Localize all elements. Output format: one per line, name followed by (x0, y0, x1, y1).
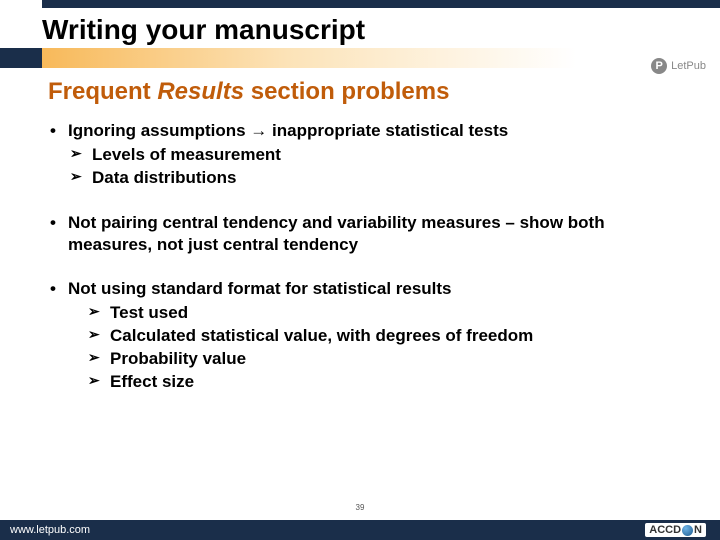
logo-p-icon: P (651, 58, 667, 74)
bullet-item: Ignoring assumptions → inappropriate sta… (48, 120, 680, 190)
section-title-em: Results (157, 78, 244, 105)
page-number: 39 (356, 503, 365, 512)
bullet-text: Ignoring assumptions → inappropriate sta… (68, 121, 508, 140)
bullet-item: Not pairing central tendency and variabi… (48, 212, 680, 256)
section-title-prefix: Frequent (48, 78, 157, 105)
bullet-text: Not using standard format for statistica… (68, 279, 452, 298)
sub-item: Calculated statistical value, with degre… (86, 325, 680, 348)
sub-item: Effect size (86, 371, 680, 394)
globe-icon (682, 525, 693, 536)
letpub-logo: P LetPub (651, 58, 706, 74)
bullet-text: Not pairing central tendency and variabi… (68, 213, 605, 254)
accdon-logo: ACCD N (645, 523, 706, 537)
sub-list: Test used Calculated statistical value, … (68, 302, 680, 394)
top-bar (42, 0, 720, 10)
sub-list: Levels of measurement Data distributions (68, 144, 680, 190)
brand-post: N (694, 524, 702, 536)
bullet-list: Ignoring assumptions → inappropriate sta… (48, 120, 680, 394)
bullet-item: Not using standard format for statistica… (48, 278, 680, 394)
header: Writing your manuscript (0, 10, 720, 48)
footer: www.letpub.com ACCD N (0, 520, 720, 540)
sub-item: Data distributions (68, 167, 680, 190)
slide-title: Writing your manuscript (42, 14, 365, 46)
sub-item: Probability value (86, 348, 680, 371)
content: Frequent Results section problems Ignori… (0, 72, 720, 394)
sub-item: Levels of measurement (68, 144, 680, 167)
section-title: Frequent Results section problems (48, 78, 680, 106)
logo-text: LetPub (671, 60, 706, 72)
sub-item: Test used (86, 302, 680, 325)
section-title-suffix: section problems (244, 78, 449, 105)
footer-url: www.letpub.com (10, 524, 90, 536)
brand-pre: ACCD (649, 524, 681, 536)
gradient-band (0, 48, 720, 68)
